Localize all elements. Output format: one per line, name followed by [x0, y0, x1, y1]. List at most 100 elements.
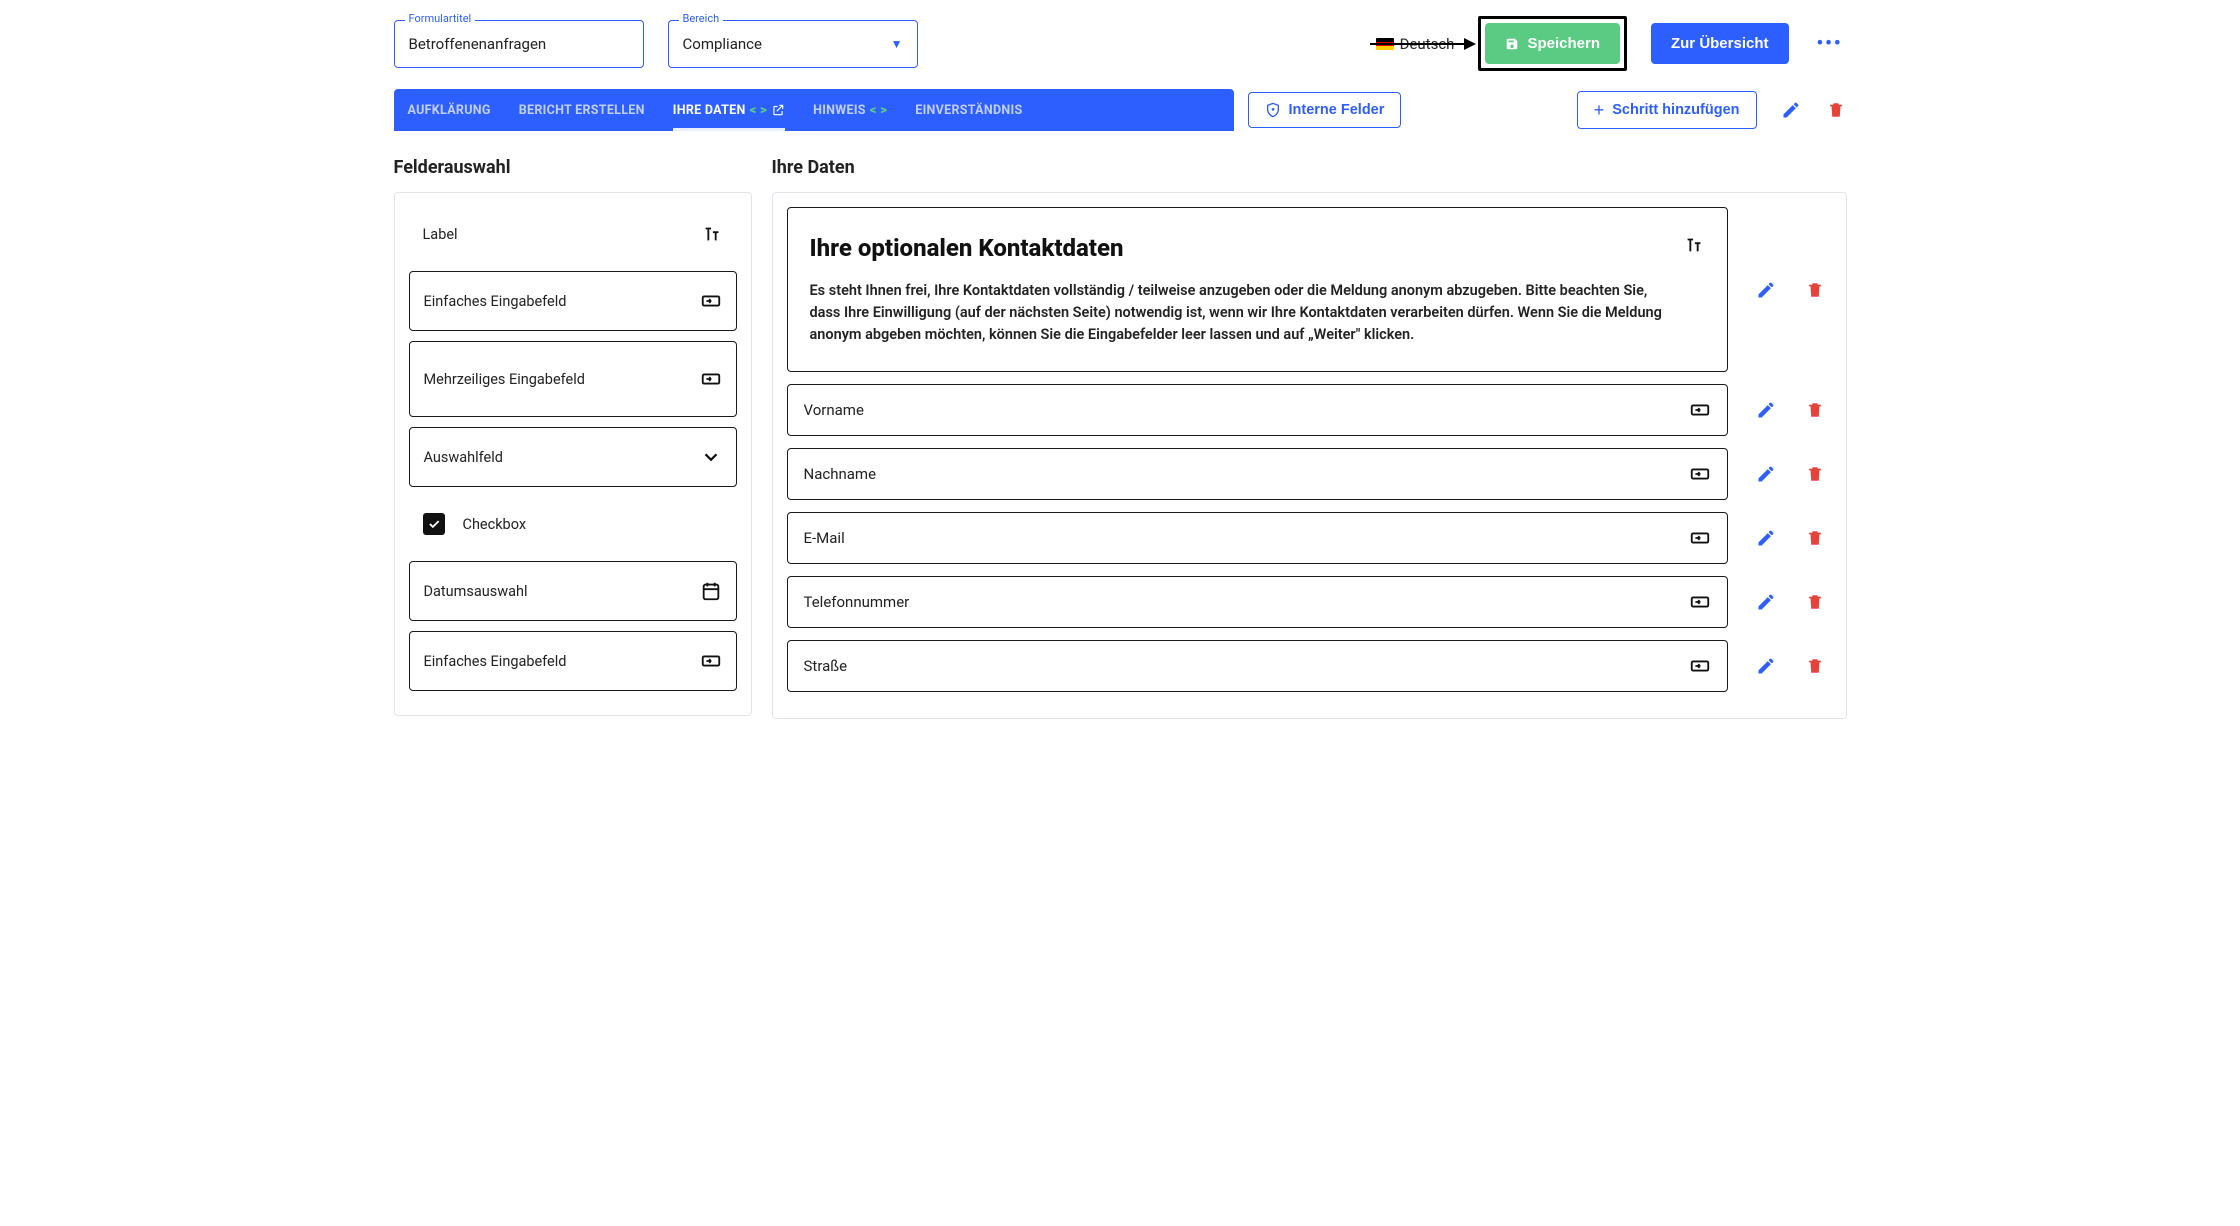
edit-field-button[interactable]	[1754, 590, 1778, 614]
trash-icon	[1806, 528, 1824, 548]
delete-field-button[interactable]	[1804, 398, 1826, 422]
overview-button[interactable]: Zur Übersicht	[1651, 23, 1789, 64]
palette-item-label: Datumsauswahl	[424, 583, 528, 600]
intro-heading: Ihre optionalen Kontaktdaten	[810, 234, 1671, 262]
code-icon: < >	[750, 103, 767, 118]
right-column: Ihre Daten Ihre optionalen Kontaktdaten …	[772, 157, 1847, 719]
palette-panel: Label Einfaches Eingabefeld Mehrzeiliges E…	[394, 192, 752, 716]
field-actions	[1748, 512, 1832, 564]
language-selector[interactable]: Deutsch	[1376, 35, 1455, 53]
edit-field-button[interactable]	[1754, 398, 1778, 422]
field-row: Vorname	[787, 384, 1832, 436]
pencil-icon	[1756, 528, 1776, 548]
field-card[interactable]: E-Mail	[787, 512, 1728, 564]
tab-aufklärung[interactable]: AUFKLÄRUNG	[394, 89, 505, 131]
palette-item-input[interactable]: Einfaches Eingabefeld	[409, 631, 737, 691]
field-actions	[1748, 576, 1832, 628]
pencil-icon	[1756, 400, 1776, 420]
tab-einverständnis[interactable]: EINVERSTÄNDNIS	[901, 89, 1036, 131]
palette-item-checkbox[interactable]: Checkbox	[409, 497, 737, 551]
tab-hinweis[interactable]: HINWEIS < >	[799, 89, 901, 131]
field-row: Telefonnummer	[787, 576, 1832, 628]
save-button[interactable]: Speichern	[1485, 23, 1620, 64]
field-card[interactable]: Nachname	[787, 448, 1728, 500]
field-actions	[1748, 448, 1832, 500]
field-card[interactable]: Telefonnummer	[787, 576, 1728, 628]
field-label: E-Mail	[804, 529, 845, 547]
field-actions	[1748, 640, 1832, 692]
field-card[interactable]: Straße	[787, 640, 1728, 692]
intro-actions	[1748, 207, 1832, 372]
area-select[interactable]: Bereich Compliance ▼	[668, 20, 918, 68]
palette-item-label: Einfaches Eingabefeld	[424, 293, 567, 310]
intro-row: Ihre optionalen Kontaktdaten Es steht Ih…	[787, 207, 1832, 372]
form-panel: Ihre optionalen Kontaktdaten Es steht Ih…	[772, 192, 1847, 719]
palette-item-label: Einfaches Eingabefeld	[424, 653, 567, 670]
palette-item-chevron[interactable]: Auswahlfeld	[409, 427, 737, 487]
trash-icon	[1827, 100, 1845, 120]
input-icon	[700, 650, 722, 672]
plus-icon: +	[1594, 101, 1605, 119]
checkbox-icon	[423, 513, 445, 535]
pencil-icon	[1756, 656, 1776, 676]
palette-item-input[interactable]: Einfaches Eingabefeld	[409, 271, 737, 331]
field-card[interactable]: Vorname	[787, 384, 1728, 436]
intro-card[interactable]: Ihre optionalen Kontaktdaten Es steht Ih…	[787, 207, 1728, 372]
field-label: Telefonnummer	[804, 593, 910, 611]
trash-icon	[1806, 464, 1824, 484]
trash-icon	[1806, 592, 1824, 612]
tab-bericht-erstellen[interactable]: BERICHT ERSTELLEN	[505, 89, 659, 131]
pencil-icon	[1756, 592, 1776, 612]
tab-ihre-daten[interactable]: IHRE DATEN< >	[659, 89, 799, 131]
pencil-icon	[1781, 100, 1801, 120]
field-row: Straße	[787, 640, 1832, 692]
field-label: Vorname	[804, 401, 864, 419]
edit-field-button[interactable]	[1754, 462, 1778, 486]
internal-fields-button[interactable]: Interne Felder	[1248, 92, 1402, 128]
tabs: AUFKLÄRUNGBERICHT ERSTELLENIHRE DATEN< >…	[394, 89, 1234, 131]
edit-field-button[interactable]	[1754, 654, 1778, 678]
left-column: Felderauswahl Label Einfaches Eingabefeld…	[394, 157, 752, 716]
input-icon	[700, 290, 722, 312]
save-icon	[1505, 37, 1519, 51]
delete-field-button[interactable]	[1804, 462, 1826, 486]
area-legend: Bereich	[679, 12, 724, 25]
delete-field-button[interactable]	[1804, 654, 1826, 678]
tab-label: HINWEIS	[813, 103, 866, 118]
delete-field-button[interactable]	[1804, 526, 1826, 550]
chevron-icon	[700, 446, 722, 468]
delete-tabs-button[interactable]	[1825, 98, 1847, 122]
field-row: E-Mail	[787, 512, 1832, 564]
tab-label: EINVERSTÄNDNIS	[915, 103, 1022, 118]
more-menu-icon[interactable]: •••	[1813, 33, 1847, 54]
field-actions	[1748, 384, 1832, 436]
input-icon	[1689, 591, 1711, 613]
edit-tabs-button[interactable]	[1779, 98, 1803, 122]
delete-intro-button[interactable]	[1804, 278, 1826, 302]
edit-field-button[interactable]	[1754, 526, 1778, 550]
internal-fields-label: Interne Felder	[1289, 102, 1385, 118]
field-label: Straße	[804, 657, 848, 675]
intro-body: Es steht Ihnen frei, Ihre Kontaktdaten v…	[810, 280, 1671, 345]
input-icon	[1689, 655, 1711, 677]
field-row: Nachname	[787, 448, 1832, 500]
palette-item-calendar[interactable]: Datumsauswahl	[409, 561, 737, 621]
annotation-arrow	[1370, 43, 1475, 45]
pencil-icon	[1756, 464, 1776, 484]
input-icon	[1689, 463, 1711, 485]
right-section-title: Ihre Daten	[772, 157, 1847, 178]
form-title-field[interactable]: Formulartitel Betroffenenanfragen	[394, 20, 644, 68]
code-icon: < >	[870, 103, 887, 118]
input-icon	[700, 368, 722, 390]
pencil-icon	[1756, 280, 1776, 300]
add-step-label: Schritt hinzufügen	[1612, 102, 1739, 118]
field-label: Nachname	[804, 465, 877, 483]
edit-intro-button[interactable]	[1754, 278, 1778, 302]
tab-actions: + Schritt hinzufügen	[1577, 91, 1847, 129]
add-step-button[interactable]: + Schritt hinzufügen	[1577, 91, 1757, 129]
main-columns: Felderauswahl Label Einfaches Eingabefeld…	[394, 157, 1847, 719]
delete-field-button[interactable]	[1804, 590, 1826, 614]
left-section-title: Felderauswahl	[394, 157, 752, 178]
palette-item-input[interactable]: Mehrzeiliges Eingabefeld	[409, 341, 737, 417]
palette-item-text[interactable]: Label	[409, 207, 737, 261]
